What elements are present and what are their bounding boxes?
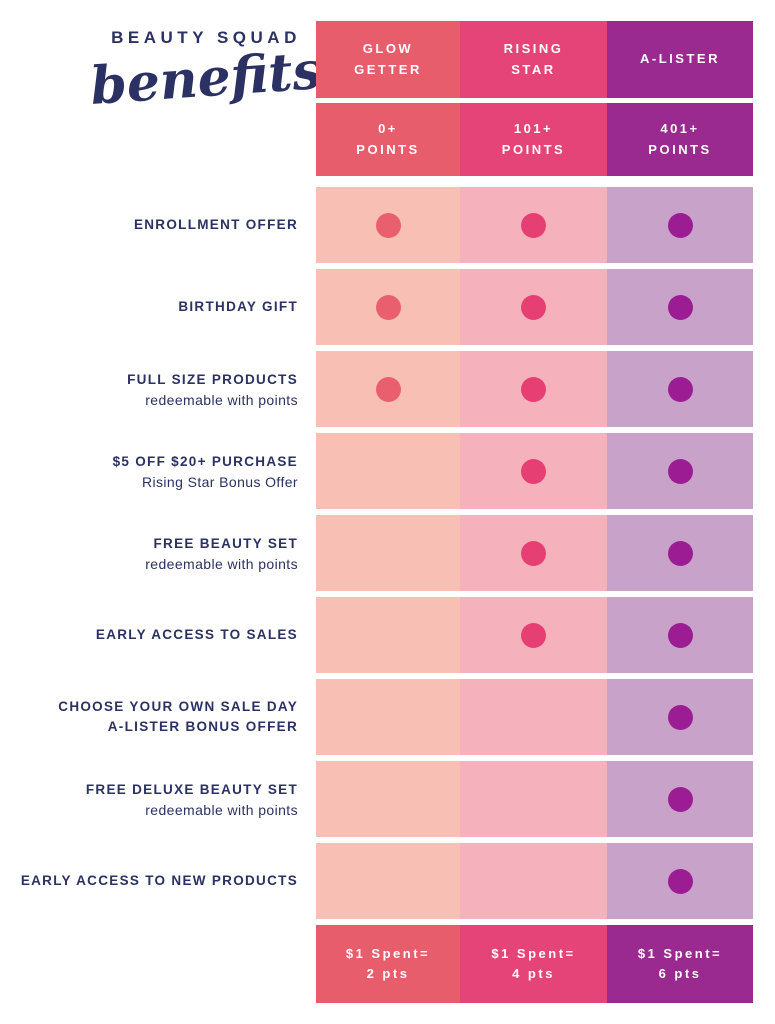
benefit-row: FREE BEAUTY SET redeemable with points [0, 515, 775, 591]
points-cell: 0+ POINTS [316, 103, 460, 176]
benefit-cell [460, 515, 607, 591]
benefit-label: EARLY ACCESS TO NEW PRODUCTS [20, 872, 298, 888]
benefit-cell [460, 679, 607, 755]
benefit-cell [607, 515, 753, 591]
benefit-label: CHOOSE YOUR OWN SALE DAY A-LISTER BONUS … [58, 698, 298, 734]
header-label-spacer [0, 21, 316, 98]
benefit-included-dot [667, 622, 693, 648]
tier-header-cell: GLOW GETTER [316, 21, 460, 98]
points-header-row: 0+ POINTS 101+ POINTS 401+ POINTS [0, 103, 775, 176]
tier-header-cell: A-LISTER [607, 21, 753, 98]
benefit-included-dot [521, 622, 546, 648]
benefit-sublabel: redeemable with points [145, 802, 298, 819]
benefit-cell [460, 843, 607, 919]
benefit-cell [316, 597, 460, 673]
benefit-row: EARLY ACCESS TO SALES [0, 597, 775, 673]
benefit-cell [316, 187, 460, 263]
benefit-row: BIRTHDAY GIFT [0, 269, 775, 345]
earn-rate-cell: $1 Spent= 4 pts [460, 925, 607, 1003]
benefit-sublabel: Rising Star Bonus Offer [141, 474, 298, 491]
benefit-included-dot [521, 294, 546, 320]
benefit-label: BIRTHDAY GIFT [178, 298, 298, 314]
benefit-cell [607, 679, 753, 755]
benefit-label: EARLY ACCESS TO SALES [95, 626, 298, 642]
benefit-row: $5 OFF $20+ PURCHASE Rising Star Bonus Of… [0, 433, 775, 509]
earn-rate-cell: $1 Spent= 6 pts [607, 925, 753, 1003]
benefit-label-cell: FULL SIZE PRODUCTS redeemable with points [0, 351, 316, 427]
benefit-cell [607, 843, 753, 919]
benefit-label-cell: BIRTHDAY GIFT [0, 269, 316, 345]
benefit-label-cell: CHOOSE YOUR OWN SALE DAY A-LISTER BONUS … [0, 679, 316, 755]
benefit-cell [460, 187, 607, 263]
benefit-label: FREE BEAUTY SET [153, 535, 298, 551]
benefit-included-dot [521, 540, 546, 566]
benefit-cell [460, 597, 607, 673]
benefit-included-dot [667, 540, 693, 566]
benefit-included-dot [375, 212, 401, 238]
benefit-cell [460, 269, 607, 345]
benefit-cell [607, 351, 753, 427]
points-label-spacer [0, 103, 316, 176]
benefit-label-cell: FREE DELUXE BEAUTY SET redeemable with po… [0, 761, 316, 837]
benefit-included-dot [521, 376, 546, 402]
benefit-included-dot [375, 294, 401, 320]
tier-header-row: GLOW GETTER RISING STAR A-LISTER [0, 21, 775, 98]
benefit-label-cell: $5 OFF $20+ PURCHASE Rising Star Bonus Of… [0, 433, 316, 509]
benefit-label-cell: FREE BEAUTY SET redeemable with points [0, 515, 316, 591]
benefit-row: FREE DELUXE BEAUTY SET redeemable with po… [0, 761, 775, 837]
benefit-label: FREE DELUXE BEAUTY SET [85, 781, 298, 797]
benefit-cell [460, 761, 607, 837]
benefit-included-dot [667, 704, 693, 730]
benefit-row: EARLY ACCESS TO NEW PRODUCTS [0, 843, 775, 919]
benefit-row: ENROLLMENT OFFER [0, 187, 775, 263]
benefit-included-dot [667, 376, 693, 402]
benefit-included-dot [375, 376, 401, 402]
benefit-sublabel: redeemable with points [145, 392, 298, 409]
benefit-cell [607, 269, 753, 345]
tier-header-cell: RISING STAR [460, 21, 607, 98]
benefit-cell [607, 761, 753, 837]
benefit-included-dot [521, 458, 546, 484]
benefit-cell [316, 761, 460, 837]
points-cell: 401+ POINTS [607, 103, 753, 176]
footer-label-spacer [0, 925, 316, 1003]
points-cell: 101+ POINTS [460, 103, 607, 176]
benefit-cell [316, 433, 460, 509]
earn-rate-cell: $1 Spent= 2 pts [316, 925, 460, 1003]
benefit-cell [607, 597, 753, 673]
brand-block: BEAUTY SQUAD benefits [88, 28, 324, 117]
benefit-row: CHOOSE YOUR OWN SALE DAY A-LISTER BONUS … [0, 679, 775, 755]
benefit-cell [607, 433, 753, 509]
benefit-label: $5 OFF $20+ PURCHASE [112, 453, 298, 469]
benefit-included-dot [521, 212, 546, 238]
benefit-label: FULL SIZE PRODUCTS [127, 371, 298, 387]
benefit-cell [316, 351, 460, 427]
benefit-rows: ENROLLMENT OFFER BIRTHDAY GIFT FULL SIZE P… [0, 187, 775, 919]
benefit-included-dot [667, 458, 693, 484]
benefit-cell [460, 433, 607, 509]
benefit-sublabel: redeemable with points [145, 556, 298, 573]
benefit-included-dot [667, 212, 693, 238]
earn-rate-row: $1 Spent= 2 pts $1 Spent= 4 pts $1 Spent= … [0, 925, 775, 1003]
benefit-label-cell: EARLY ACCESS TO NEW PRODUCTS [0, 843, 316, 919]
benefit-included-dot [667, 294, 693, 320]
benefit-included-dot [667, 786, 693, 812]
benefit-cell [607, 187, 753, 263]
benefit-row: FULL SIZE PRODUCTS redeemable with points [0, 351, 775, 427]
benefit-cell [316, 515, 460, 591]
benefit-cell [316, 679, 460, 755]
benefit-included-dot [667, 868, 693, 894]
benefit-cell [460, 351, 607, 427]
benefit-label: ENROLLMENT OFFER [133, 216, 298, 232]
benefits-table: GLOW GETTER RISING STAR A-LISTER 0+ POINTS… [0, 21, 775, 1003]
benefit-label-cell: EARLY ACCESS TO SALES [0, 597, 316, 673]
benefit-cell [316, 269, 460, 345]
benefit-cell [316, 843, 460, 919]
benefit-label-cell: ENROLLMENT OFFER [0, 187, 316, 263]
brand-title: BEAUTY SQUAD [111, 28, 301, 47]
